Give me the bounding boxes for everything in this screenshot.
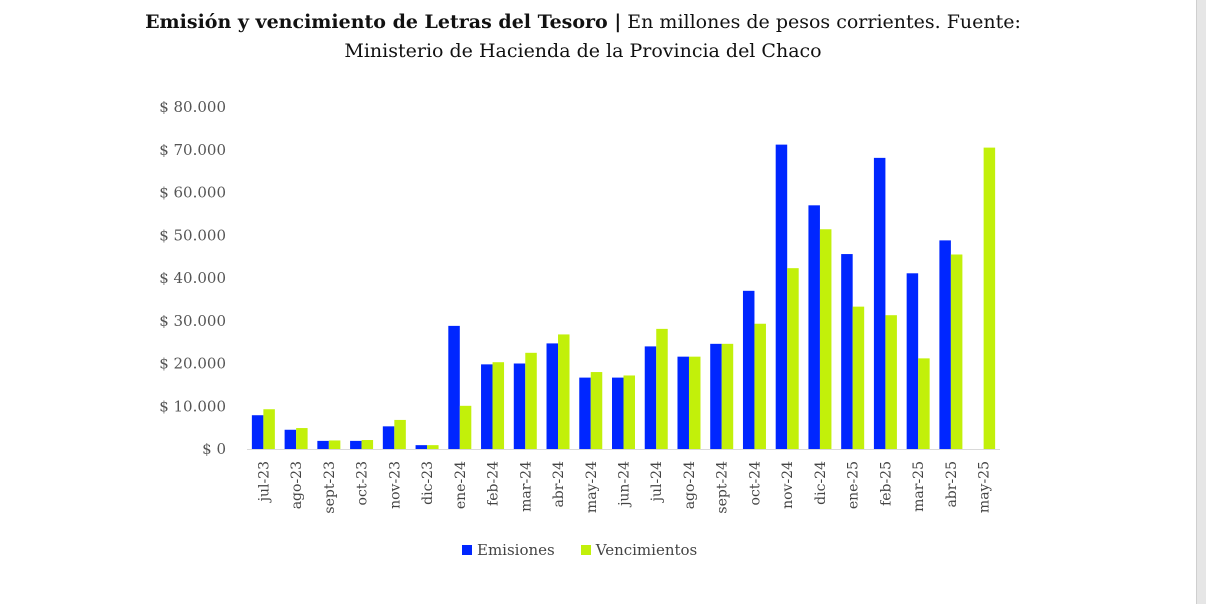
x-tick-label: oct-24 [747, 461, 763, 506]
bar-vencimientos-ago-24 [688, 356, 701, 449]
x-tick-label: jun-24 [617, 461, 633, 508]
bar-vencimientos-feb-25 [885, 315, 897, 449]
y-tick-label: $ 10.000 [159, 397, 226, 415]
bar-vencimientos-sept-23 [328, 440, 341, 449]
bar-emisiones-jun-24 [612, 377, 624, 449]
y-tick-label: $ 30.000 [159, 312, 226, 330]
bar-emisiones-ene-25 [841, 254, 853, 449]
x-tick-label: may-24 [584, 461, 600, 513]
bar-emisiones-mar-25 [906, 273, 919, 449]
bar-emisiones-jul-23 [251, 415, 264, 449]
bar-emisiones-nov-24 [775, 144, 788, 449]
legend-item-emisiones: Emisiones [462, 541, 555, 559]
x-tick-label: ago-23 [289, 461, 305, 509]
bar-emisiones-dic-23 [415, 445, 428, 449]
x-tick-label: jul-24 [649, 461, 665, 503]
bar-vencimientos-oct-23 [361, 440, 374, 449]
y-tick-label: $ 50.000 [159, 226, 226, 244]
bar-emisiones-oct-23 [350, 440, 362, 449]
x-tick-label: nov-24 [780, 461, 796, 509]
x-tick-label: dic-23 [420, 461, 436, 505]
bar-emisiones-may-24 [579, 377, 591, 449]
x-tick-label: mar-24 [518, 461, 534, 512]
x-tick-label: jul-23 [256, 461, 272, 503]
x-tick-label: mar-25 [911, 461, 927, 512]
bar-vencimientos-ene-24 [459, 405, 472, 449]
bar-vencimientos-may-25 [983, 147, 996, 450]
bar-vencimientos-jun-24 [623, 375, 635, 449]
x-tick-label: may-25 [977, 461, 993, 513]
x-tick-label: dic-24 [813, 461, 829, 505]
y-tick-label: $ 0 [202, 440, 226, 458]
x-tick-label: ene-25 [846, 461, 862, 509]
page-edge [1196, 0, 1206, 604]
bar-vencimientos-jul-24 [656, 328, 668, 449]
bar-emisiones-oct-24 [742, 290, 755, 449]
x-tick-label: feb-25 [878, 461, 894, 506]
bar-vencimientos-abr-25 [950, 254, 963, 449]
x-tick-label: abr-24 [551, 461, 567, 508]
bar-vencimientos-ene-25 [852, 306, 865, 449]
bar-emisiones-jul-24 [644, 346, 657, 449]
bar-vencimientos-mar-25 [918, 358, 930, 449]
bar-vencimientos-abr-24 [558, 334, 570, 449]
x-tick-label: oct-23 [355, 461, 371, 505]
bar-vencimientos-dic-24 [819, 229, 832, 449]
bar-vencimientos-nov-24 [787, 268, 799, 449]
bar-emisiones-ago-24 [677, 356, 689, 449]
legend-label: Vencimientos [595, 541, 698, 559]
y-tick-label: $ 70.000 [159, 141, 226, 159]
bar-vencimientos-feb-24 [492, 362, 505, 449]
bar-emisiones-nov-23 [382, 426, 395, 449]
bar-emisiones-ago-23 [284, 429, 297, 449]
x-tick-label: sept-24 [715, 461, 731, 514]
x-tick-label: nov-23 [387, 461, 403, 509]
bar-emisiones-abr-24 [546, 343, 559, 449]
x-tick-label: ene-24 [453, 461, 469, 509]
legend-swatch-vencimientos [580, 545, 591, 555]
bar-emisiones-sept-24 [710, 343, 722, 449]
bar-emisiones-feb-24 [481, 364, 493, 449]
chart-title-line2: Ministerio de Hacienda de la Provincia d… [344, 40, 822, 62]
y-tick-label: $ 20.000 [159, 355, 226, 373]
legend-swatch-emisiones [462, 545, 472, 555]
chart-title: Emisión y vencimiento de Letras del Teso… [0, 8, 1166, 66]
y-tick-label: $ 40.000 [159, 269, 226, 287]
bar-emisiones-abr-25 [939, 240, 951, 449]
chart-title-bold: Emisión y vencimiento de Letras del Teso… [145, 11, 622, 33]
chart-title-rest: En millones de pesos corrientes. Fuente: [621, 11, 1021, 33]
bar-emisiones-mar-24 [513, 363, 526, 449]
x-tick-label: ago-24 [682, 461, 698, 509]
y-tick-label: $ 60.000 [159, 184, 226, 202]
bar-emisiones-dic-24 [808, 205, 820, 449]
bar-vencimientos-sept-24 [721, 343, 734, 449]
bar-emisiones-sept-23 [317, 440, 329, 449]
bar-vencimientos-dic-23 [427, 445, 439, 449]
bar-vencimientos-oct-24 [754, 323, 766, 449]
bar-vencimientos-ago-23 [296, 428, 308, 449]
x-tick-label: sept-23 [322, 461, 338, 514]
bar-vencimientos-may-24 [590, 372, 603, 449]
y-tick-label: $ 80.000 [159, 98, 226, 116]
x-tick-label: abr-25 [944, 461, 960, 508]
bar-vencimientos-nov-23 [394, 419, 406, 449]
legend-label: Emisiones [477, 541, 555, 559]
bar-emisiones-feb-25 [873, 157, 886, 449]
legend-item-vencimientos: Vencimientos [580, 541, 698, 559]
x-tick-label: feb-24 [486, 461, 502, 506]
bar-vencimientos-jul-23 [263, 409, 275, 449]
legend: Emisiones Vencimientos [462, 541, 697, 559]
bar-vencimientos-mar-24 [525, 352, 537, 449]
bar-emisiones-ene-24 [448, 325, 460, 449]
